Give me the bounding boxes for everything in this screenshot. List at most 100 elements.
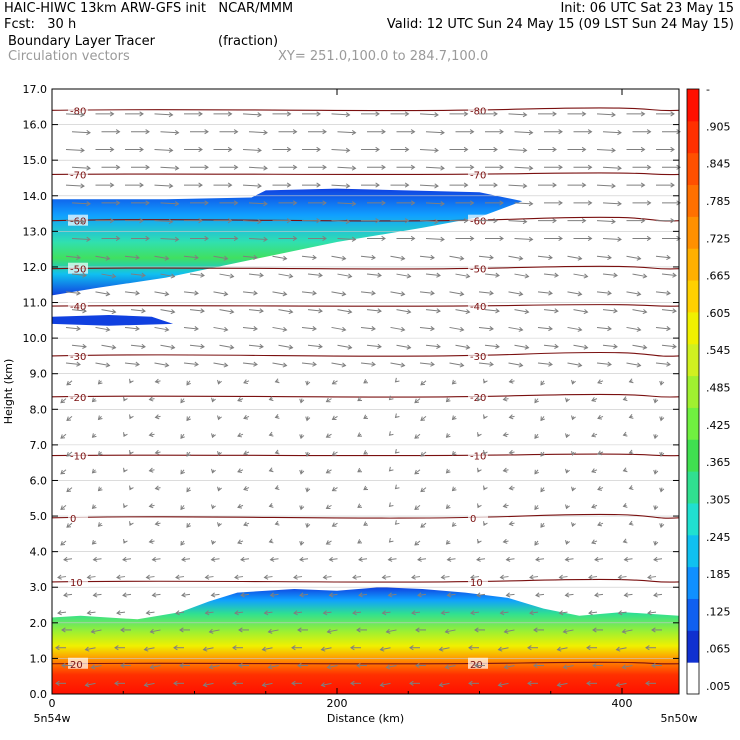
circulation-vector [154, 255, 169, 260]
circulation-vector [124, 255, 140, 259]
circulation-vector [66, 416, 73, 421]
circulation-vector [85, 647, 96, 651]
circulation-vector [420, 451, 427, 457]
circulation-vector [152, 593, 161, 596]
circulation-vector [242, 291, 258, 294]
circulation-vector [543, 309, 559, 312]
circulation-vector [307, 273, 323, 277]
model-title: HAIC-HIWC 13km ARW-GFS init NCAR/MMM [4, 1, 294, 16]
y-axis-label: Height (km) [2, 359, 15, 425]
circulation-vector [293, 611, 303, 614]
circulation-vector [160, 166, 179, 169]
circulation-vector [65, 220, 85, 223]
colorbar-label: .065 [706, 643, 731, 656]
circulation-vector [441, 576, 450, 579]
circulation-vector [420, 487, 427, 492]
circulation-vector [213, 291, 228, 295]
y-tick-label: 15.0 [23, 154, 48, 167]
circulation-vector [439, 682, 450, 686]
circulation-vector [116, 611, 126, 614]
circulation-vector [602, 344, 618, 348]
circulation-vector [331, 326, 346, 331]
circulation-vector [66, 522, 73, 528]
contour-label: -10 [470, 452, 486, 463]
circulation-vector [205, 611, 214, 614]
circulation-vector [506, 558, 515, 561]
circulation-vector [211, 558, 220, 561]
circulation-vector [181, 593, 191, 596]
circulation-vector [337, 166, 356, 169]
circulation-vector [498, 682, 509, 686]
circulation-vector [189, 309, 205, 312]
circulation-vector [508, 220, 527, 223]
circulation-vector [653, 558, 663, 561]
circulation-vector [567, 362, 582, 367]
circulation-vector [390, 255, 405, 260]
contour-label: -30 [70, 352, 86, 363]
x-axis-label: Distance (km) [327, 712, 404, 725]
circulation-vector [272, 326, 287, 331]
circulation-vector [425, 273, 441, 277]
circulation-vector [425, 131, 445, 134]
circulation-vector [332, 451, 338, 456]
circulation-vector [203, 682, 214, 686]
circulation-vector [543, 273, 559, 277]
circulation-vector [602, 166, 622, 169]
circulation-vector [91, 629, 102, 633]
circulation-vector [484, 273, 500, 277]
y-tick-label: 2.0 [30, 617, 48, 630]
circulation-vector [419, 255, 435, 259]
circulation-vector [95, 326, 110, 331]
colorbar-swatch [687, 534, 699, 568]
circulation-vector [240, 593, 250, 596]
circulation-vector [63, 558, 73, 561]
y-tick-label: 5.0 [30, 510, 48, 523]
circulation-vector [500, 576, 509, 579]
circulation-vector [219, 344, 234, 349]
circulation-vector [326, 540, 332, 545]
circulation-vector [63, 593, 73, 596]
circulation-vector [414, 398, 421, 404]
circulation-vector [248, 273, 264, 277]
circulation-vector [268, 629, 279, 633]
circulation-vector [124, 291, 140, 294]
circulation-vector [565, 558, 574, 561]
init-time: Init: 06 UTC Sat 23 May 15 [560, 1, 734, 16]
colorbar-label: .005 [706, 680, 731, 693]
circulation-vector [602, 309, 618, 312]
circulation-vector [101, 309, 116, 313]
contour-label: -70 [70, 170, 86, 181]
circulation-vector [124, 362, 140, 366]
circulation-vector [242, 326, 258, 330]
circulation-vector [411, 611, 421, 614]
circulation-vector [242, 362, 258, 366]
circulation-vector [66, 451, 73, 457]
circulation-vector [213, 255, 228, 260]
circulation-vector [71, 273, 87, 277]
circulation-vector [382, 611, 391, 614]
circulation-vector [327, 665, 338, 669]
circulation-vector [248, 309, 264, 312]
colorbar-swatch [687, 439, 699, 472]
circulation-vector [439, 647, 450, 651]
circulation-vector [183, 362, 199, 366]
y-tick-label: 4.0 [30, 546, 48, 559]
circulation-vector [419, 149, 439, 151]
circulation-vector [602, 273, 618, 277]
circulation-vector [60, 433, 67, 439]
colorbar-swatch [687, 216, 699, 249]
circulation-vector [420, 522, 427, 528]
circulation-vector [331, 255, 346, 260]
circulation-vector [272, 362, 287, 367]
circulation-vector [417, 558, 427, 561]
contour-label: 10 [470, 578, 483, 589]
colorbar-swatch [687, 248, 699, 281]
circulation-vector [508, 113, 527, 116]
colorbar-label: .605 [706, 307, 731, 320]
circulation-vector [626, 326, 641, 331]
circulation-vector [211, 593, 220, 596]
circulation-vector [414, 433, 421, 439]
circulation-vector [146, 576, 155, 579]
contour-label: -10 [70, 452, 86, 463]
